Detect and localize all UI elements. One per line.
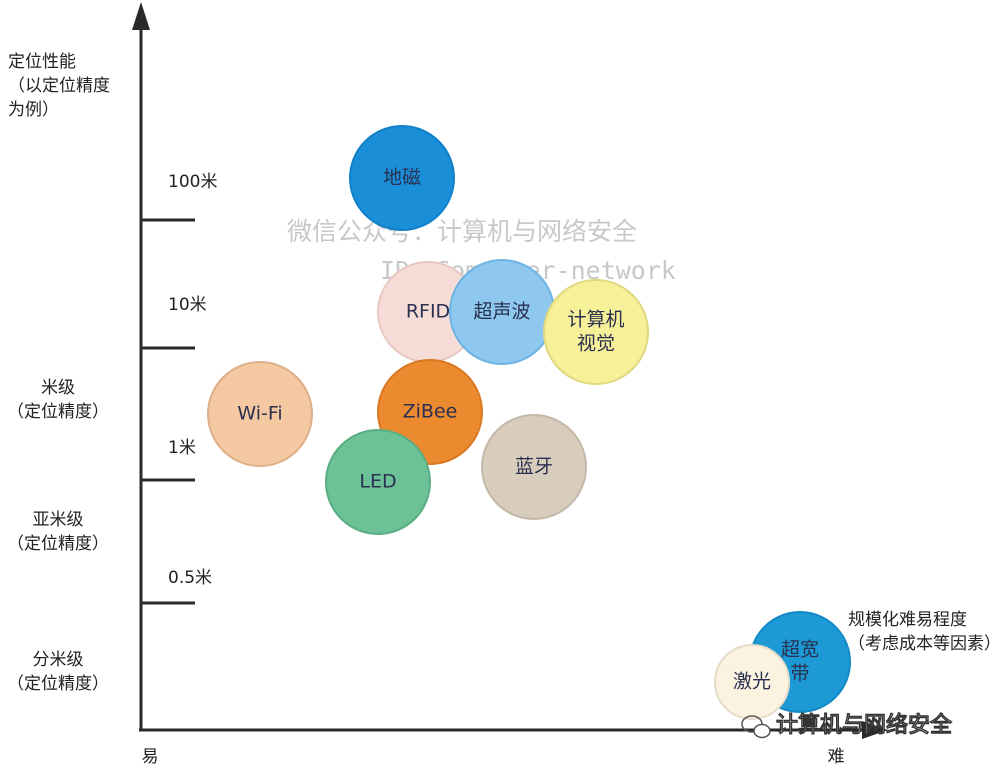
node-label: 超声波	[473, 301, 530, 323]
y-axis-title: 为例）	[8, 100, 59, 120]
level-label: 米级	[41, 378, 75, 398]
node-label: 激光	[733, 671, 771, 693]
level-label: （定位精度）	[7, 674, 109, 694]
node-label: 带	[790, 663, 809, 685]
node-circle	[481, 414, 587, 520]
node-label: 计算机	[567, 309, 624, 331]
tick-label: 0.5米	[168, 568, 212, 588]
level-label: （定位精度）	[7, 534, 109, 554]
node: Wi-Fi	[207, 361, 313, 467]
node-circle	[325, 429, 431, 535]
node-label: Wi-Fi	[237, 403, 282, 425]
node-label: RFID	[406, 301, 450, 323]
node: 激光	[714, 644, 790, 720]
node-label: 地磁	[383, 167, 421, 189]
tick-label: 1米	[168, 438, 196, 458]
tick-label: 10米	[168, 295, 207, 315]
node-circle	[207, 361, 313, 467]
level-label: （定位精度）	[7, 402, 109, 422]
node: 蓝牙	[481, 414, 587, 520]
node-label: LED	[359, 471, 396, 493]
node: RFID	[377, 261, 479, 363]
node: 超声波	[449, 259, 555, 365]
level-label: 亚米级	[33, 510, 84, 530]
x-axis-title: （考虑成本等因素）	[848, 634, 1001, 654]
node: LED	[325, 429, 431, 535]
wechat-icon	[753, 723, 771, 739]
node-circle	[543, 279, 649, 385]
node-label: 视觉	[577, 333, 615, 355]
x-start-label: 易	[142, 747, 159, 767]
y-arrow	[132, 2, 150, 30]
node-label: 蓝牙	[515, 456, 553, 478]
level-label: 分米级	[33, 650, 84, 670]
node: 地磁	[349, 125, 455, 231]
footer: 计算机与网络安全	[776, 712, 953, 738]
x-arrow	[862, 721, 888, 739]
node-circle	[349, 125, 455, 231]
node-label: ZiBee	[403, 401, 458, 423]
x-axis-title: 规模化难易程度	[848, 610, 967, 630]
x-end-label: 难	[828, 747, 845, 767]
watermark: 微信公众号：计算机与网络安全	[287, 217, 637, 246]
y-axis-title: 定位性能	[8, 52, 76, 72]
node-label: 超宽	[781, 639, 819, 661]
tick-label: 100米	[168, 172, 217, 192]
node-circle	[714, 644, 790, 720]
y-axis-title: （以定位精度	[8, 76, 110, 96]
